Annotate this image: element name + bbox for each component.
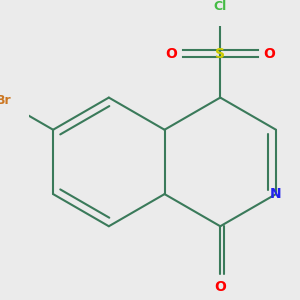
- Text: S: S: [215, 46, 225, 61]
- Text: O: O: [214, 280, 226, 294]
- Text: Cl: Cl: [214, 0, 227, 13]
- Text: N: N: [270, 187, 282, 201]
- Text: O: O: [165, 46, 177, 61]
- Text: O: O: [263, 46, 275, 61]
- Text: Br: Br: [0, 94, 11, 107]
